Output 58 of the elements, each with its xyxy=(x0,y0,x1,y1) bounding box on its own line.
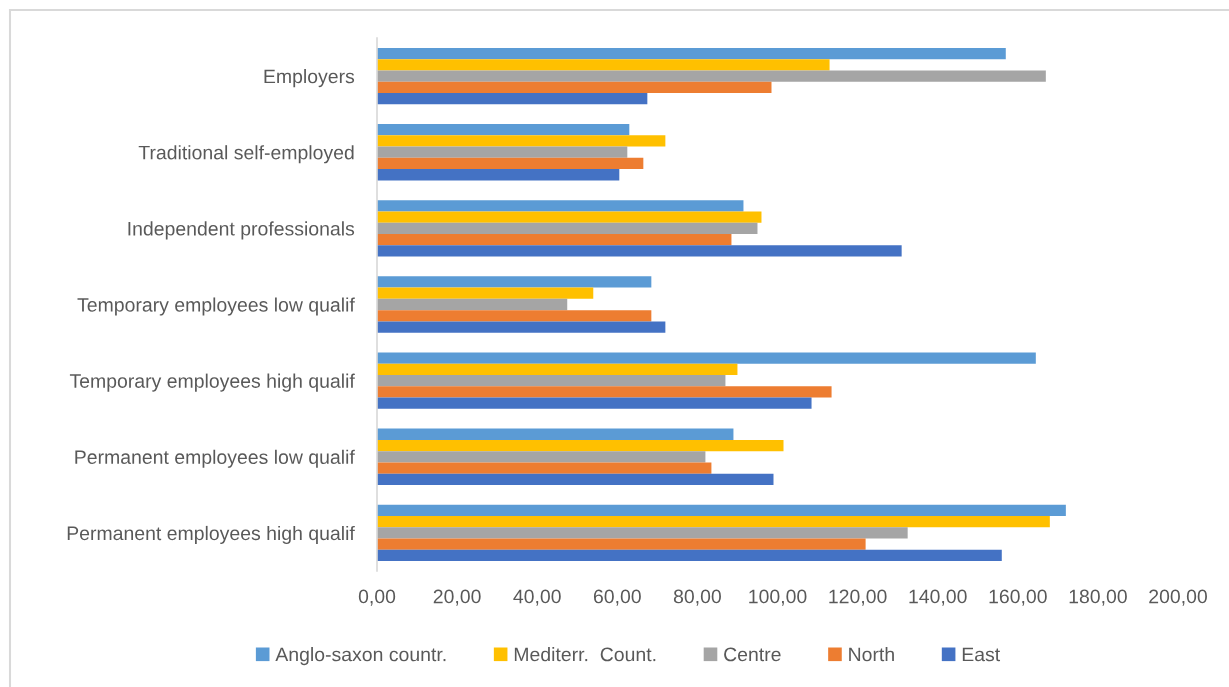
bar xyxy=(377,538,866,550)
x-tick-label: 60,00 xyxy=(593,589,641,606)
bar xyxy=(377,81,772,93)
x-tick-label: 100,00 xyxy=(749,589,807,606)
bar xyxy=(377,146,628,158)
bar xyxy=(377,92,648,105)
legend-label: East xyxy=(962,647,1001,662)
bar xyxy=(377,135,666,147)
bar xyxy=(377,276,652,288)
bar xyxy=(377,287,594,299)
bar xyxy=(377,298,568,311)
bar xyxy=(377,473,774,485)
x-tick-label: 180,00 xyxy=(1069,589,1127,606)
legend-label: Mediterr. Count. xyxy=(514,647,656,662)
bar xyxy=(377,504,1066,517)
bar xyxy=(377,200,744,212)
bar xyxy=(377,428,734,440)
y-tick-label: Traditional self-employed xyxy=(138,145,354,164)
x-tick-label: 0,00 xyxy=(358,589,396,606)
x-tick-label: 120,00 xyxy=(829,589,887,606)
x-tick-label: 140,00 xyxy=(909,589,967,606)
bar xyxy=(377,233,732,246)
bar xyxy=(377,386,832,398)
x-tick-label: 160,00 xyxy=(989,589,1047,606)
bar xyxy=(377,321,666,333)
legend-label: Centre xyxy=(724,647,781,662)
bar xyxy=(377,462,712,474)
bar xyxy=(377,47,1006,60)
bar xyxy=(377,59,830,71)
bar xyxy=(377,157,644,170)
bar xyxy=(377,211,762,223)
bar xyxy=(377,451,706,463)
bar xyxy=(377,245,902,257)
bar xyxy=(377,397,812,409)
bar xyxy=(377,516,1050,528)
bar xyxy=(377,169,620,181)
bar xyxy=(377,222,758,234)
y-tick-label: Permanent employees low qualif xyxy=(75,449,355,468)
x-tick-label: 20,00 xyxy=(433,589,481,606)
bar xyxy=(377,124,630,136)
y-tick-label: Independent professionals xyxy=(128,221,355,240)
y-tick-label: Permanent employees high qualif xyxy=(67,525,355,545)
bar xyxy=(377,363,738,376)
y-tick-label: Employers xyxy=(264,69,355,88)
bar xyxy=(377,352,1036,364)
x-tick-label: 200,00 xyxy=(1149,589,1207,606)
legend-label: North xyxy=(849,647,894,662)
x-tick-label: 40,00 xyxy=(513,589,561,606)
bar xyxy=(377,439,784,452)
bar xyxy=(377,375,726,387)
y-tick-label: Temporary employees low qualif xyxy=(77,297,355,316)
x-tick-label: 80,00 xyxy=(673,589,721,606)
bar xyxy=(377,310,652,322)
y-tick-label: Temporary employees high qualif xyxy=(69,373,355,392)
bar xyxy=(377,527,908,539)
legend-label: Anglo-saxon countr. xyxy=(275,647,446,666)
bar xyxy=(377,549,1002,562)
bar xyxy=(377,70,1046,82)
